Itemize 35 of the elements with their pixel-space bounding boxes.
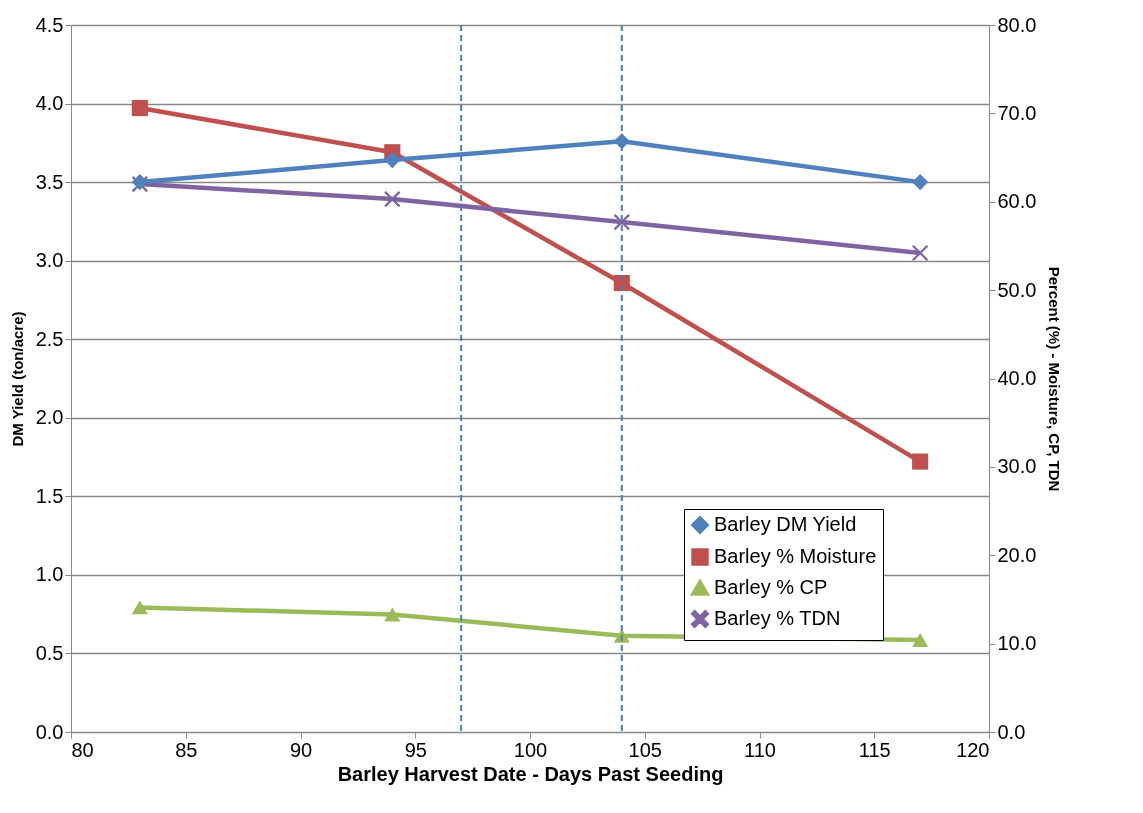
y2-tick-label: 80.0 — [997, 13, 1037, 36]
y-tick-label: 1.5 — [35, 484, 64, 507]
x-tick-label: 90 — [289, 738, 313, 761]
legend-label: Barley % Moisture — [714, 545, 877, 567]
legend-label: Barley % TDN — [714, 607, 841, 629]
x-axis-title: Barley Harvest Date - Days Past Seeding — [337, 762, 724, 785]
y-tick-label: 2.5 — [35, 327, 64, 350]
y2-tick-label: 30.0 — [997, 455, 1037, 478]
y-tick-label: 3.5 — [35, 170, 64, 193]
x-tick-label: 100 — [513, 738, 548, 761]
y-tick-label: 0.0 — [35, 720, 64, 743]
y2-tick-label: 10.0 — [997, 632, 1037, 655]
legend-label: Barley DM Yield — [714, 513, 857, 535]
y-tick-label: 4.0 — [35, 92, 64, 115]
y2-tick-label: 60.0 — [997, 190, 1037, 213]
x-tick-label: 115 — [858, 738, 891, 761]
x-tick-label: 85 — [175, 738, 198, 761]
x-tick-label: 95 — [404, 738, 427, 761]
y2-tick-label: 40.0 — [997, 367, 1037, 389]
y2-tick-label: 0.0 — [997, 720, 1026, 743]
y2-axis-title: Percent (%) - Moisture, CP, TDN — [1046, 266, 1064, 492]
y-tick-label: 0.5 — [35, 641, 64, 664]
y-tick-label: 1.0 — [35, 563, 64, 586]
x-tick-label: 80 — [71, 738, 94, 761]
y2-tick-label: 50.0 — [997, 278, 1037, 301]
y-tick-label: 4.5 — [35, 13, 64, 36]
y2-tick-label: 70.0 — [997, 101, 1037, 124]
legend-label: Barley % CP — [714, 576, 828, 598]
y2-tick-label: 20.0 — [997, 543, 1037, 566]
y-axis-title: DM Yield (ton/acre) — [8, 311, 26, 447]
y-tick-label: 3.0 — [35, 249, 64, 272]
y-tick-label: 2.0 — [35, 406, 64, 429]
x-tick-label: 105 — [628, 738, 662, 761]
x-tick-label: 120 — [956, 738, 990, 761]
x-tick-label: 110 — [744, 738, 776, 761]
